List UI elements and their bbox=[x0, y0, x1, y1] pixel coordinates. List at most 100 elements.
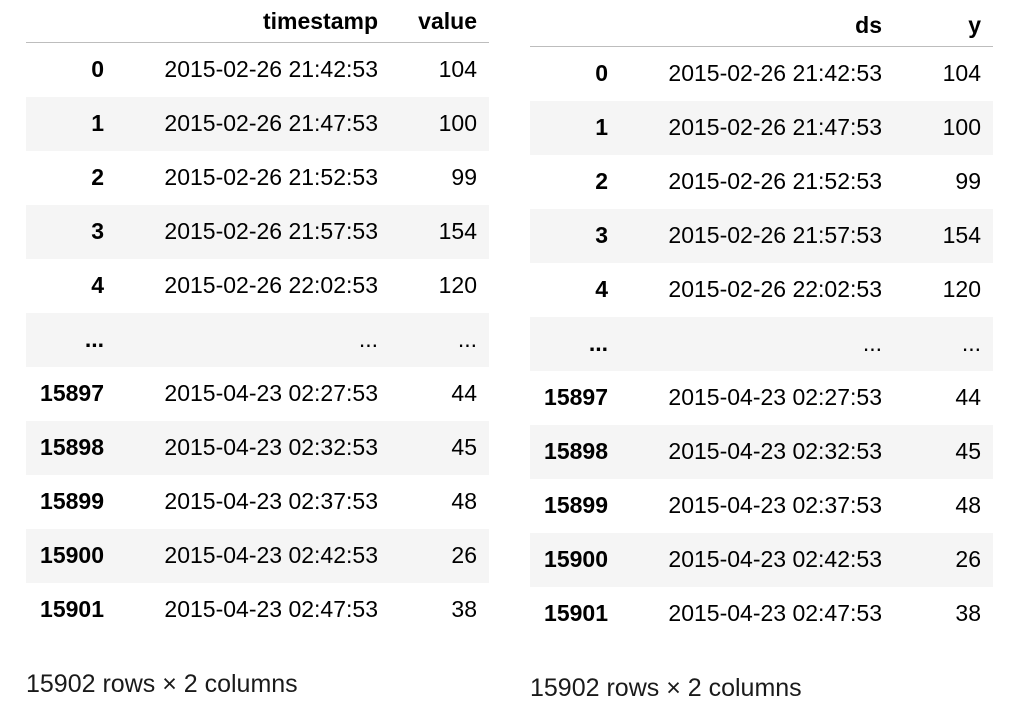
column-header-value: value bbox=[390, 0, 489, 43]
row-index: ... bbox=[588, 330, 608, 356]
ellipsis-row: ......... bbox=[26, 312, 489, 367]
cell-value: 26 bbox=[451, 542, 477, 568]
row-index: 15899 bbox=[544, 492, 608, 518]
cell-timestamp: 2015-04-23 02:32:53 bbox=[164, 434, 378, 460]
row-index: 15898 bbox=[40, 434, 104, 460]
table-row: 4 2015-02-26 22:02:53 120 bbox=[26, 259, 489, 313]
cell-y: 120 bbox=[942, 276, 981, 302]
dataframe-left: timestamp value 0 2015-02-26 21:42:53 104 … bbox=[26, 0, 489, 637]
cell-value: 100 bbox=[438, 110, 477, 136]
row-index: 2 bbox=[91, 164, 104, 190]
cell-y: 99 bbox=[955, 168, 981, 194]
cell-y: 26 bbox=[955, 546, 981, 572]
row-index: 3 bbox=[595, 222, 608, 248]
row-index: 15901 bbox=[40, 596, 104, 622]
row-index: 0 bbox=[595, 60, 608, 87]
cell-timestamp: 2015-04-23 02:27:53 bbox=[164, 380, 378, 406]
cell-value: 48 bbox=[451, 488, 477, 514]
table-row: 4 2015-02-26 22:02:53 120 bbox=[530, 263, 993, 317]
cell-y: ... bbox=[961, 330, 981, 356]
cell-value: 104 bbox=[438, 56, 477, 83]
cell-value: 38 bbox=[451, 596, 477, 622]
cell-timestamp: 2015-04-23 02:37:53 bbox=[164, 488, 378, 514]
cell-timestamp: 2015-04-23 02:42:53 bbox=[164, 542, 378, 568]
ellipsis-row: ......... bbox=[530, 316, 993, 371]
cell-ds: 2015-04-23 02:32:53 bbox=[668, 438, 882, 464]
row-index: 15897 bbox=[544, 384, 608, 410]
cell-ds: 2015-02-26 21:42:53 bbox=[668, 60, 882, 87]
table-row: 15899 2015-04-23 02:37:53 48 bbox=[530, 479, 993, 533]
cell-ds: ... bbox=[862, 330, 882, 356]
column-header-ds: ds bbox=[620, 4, 894, 47]
cell-y: 38 bbox=[955, 600, 981, 626]
table-row: 15898 2015-04-23 02:32:53 45 bbox=[530, 424, 993, 479]
cell-ds: 2015-02-26 22:02:53 bbox=[668, 276, 882, 302]
cell-value: 44 bbox=[451, 380, 477, 406]
row-index: 15901 bbox=[544, 600, 608, 626]
index-header bbox=[26, 0, 116, 43]
table-row: 15897 2015-04-23 02:27:53 44 bbox=[26, 367, 489, 421]
table-row: 2 2015-02-26 21:52:53 99 bbox=[530, 155, 993, 209]
row-index: 0 bbox=[91, 56, 104, 83]
column-header-timestamp: timestamp bbox=[116, 0, 390, 43]
table-row: 15901 2015-04-23 02:47:53 38 bbox=[530, 587, 993, 641]
dataframe-left-table: timestamp value 0 2015-02-26 21:42:53 104 … bbox=[26, 0, 489, 637]
table-row: 15897 2015-04-23 02:27:53 44 bbox=[530, 371, 993, 425]
cell-y: 45 bbox=[955, 438, 981, 464]
dataframe-right-table: ds y 0 2015-02-26 21:42:53 104 1 2015-02-26… bbox=[530, 4, 993, 641]
dataframe-right: ds y 0 2015-02-26 21:42:53 104 1 2015-02-26… bbox=[530, 4, 993, 641]
dataframe-shape-right: 15902 rows × 2 columns bbox=[530, 674, 802, 702]
row-index: 2 bbox=[595, 168, 608, 194]
cell-timestamp: 2015-02-26 21:52:53 bbox=[164, 164, 378, 190]
cell-y: 44 bbox=[955, 384, 981, 410]
cell-value: 99 bbox=[451, 164, 477, 190]
cell-value: 154 bbox=[438, 218, 477, 244]
cell-timestamp: ... bbox=[358, 326, 378, 352]
table-row: 3 2015-02-26 21:57:53 154 bbox=[26, 204, 489, 259]
cell-y: 104 bbox=[942, 60, 981, 87]
row-index: 15900 bbox=[544, 546, 608, 572]
header-row: ds y bbox=[530, 4, 993, 47]
table-row: 0 2015-02-26 21:42:53 104 bbox=[26, 43, 489, 97]
cell-y: 100 bbox=[942, 114, 981, 140]
cell-timestamp: 2015-02-26 21:57:53 bbox=[164, 218, 378, 244]
cell-ds: 2015-04-23 02:37:53 bbox=[668, 492, 882, 518]
cell-y: 48 bbox=[955, 492, 981, 518]
cell-ds: 2015-02-26 21:47:53 bbox=[668, 114, 882, 140]
table-row: 2 2015-02-26 21:52:53 99 bbox=[26, 151, 489, 205]
dataframe-shape-left: 15902 rows × 2 columns bbox=[26, 670, 298, 698]
cell-timestamp: 2015-04-23 02:47:53 bbox=[164, 596, 378, 622]
cell-timestamp: 2015-02-26 21:47:53 bbox=[164, 110, 378, 136]
row-index: 3 bbox=[91, 218, 104, 244]
table-row: 1 2015-02-26 21:47:53 100 bbox=[530, 100, 993, 155]
index-header bbox=[530, 4, 620, 47]
cell-ds: 2015-04-23 02:27:53 bbox=[668, 384, 882, 410]
table-row: 15898 2015-04-23 02:32:53 45 bbox=[26, 420, 489, 475]
row-index: 15897 bbox=[40, 380, 104, 406]
row-index: 1 bbox=[91, 110, 104, 136]
cell-timestamp: 2015-02-26 21:42:53 bbox=[164, 56, 378, 83]
cell-value: ... bbox=[457, 326, 477, 352]
header-row: timestamp value bbox=[26, 0, 489, 43]
cell-ds: 2015-02-26 21:57:53 bbox=[668, 222, 882, 248]
cell-timestamp: 2015-02-26 22:02:53 bbox=[164, 272, 378, 298]
table-row: 15901 2015-04-23 02:47:53 38 bbox=[26, 583, 489, 637]
cell-ds: 2015-04-23 02:47:53 bbox=[668, 600, 882, 626]
table-row: 15899 2015-04-23 02:37:53 48 bbox=[26, 475, 489, 529]
cell-value: 120 bbox=[438, 272, 477, 298]
row-index: 15899 bbox=[40, 488, 104, 514]
row-index: 4 bbox=[91, 272, 104, 298]
row-index: 4 bbox=[595, 276, 608, 302]
table-row: 3 2015-02-26 21:57:53 154 bbox=[530, 208, 993, 263]
table-row: 1 2015-02-26 21:47:53 100 bbox=[26, 96, 489, 151]
cell-y: 154 bbox=[942, 222, 981, 248]
row-index: 1 bbox=[595, 114, 608, 140]
cell-ds: 2015-04-23 02:42:53 bbox=[668, 546, 882, 572]
cell-ds: 2015-02-26 21:52:53 bbox=[668, 168, 882, 194]
table-row: 15900 2015-04-23 02:42:53 26 bbox=[26, 528, 489, 583]
table-row: 15900 2015-04-23 02:42:53 26 bbox=[530, 532, 993, 587]
row-index: 15898 bbox=[544, 438, 608, 464]
row-index: ... bbox=[84, 326, 104, 352]
table-row: 0 2015-02-26 21:42:53 104 bbox=[530, 47, 993, 101]
row-index: 15900 bbox=[40, 542, 104, 568]
